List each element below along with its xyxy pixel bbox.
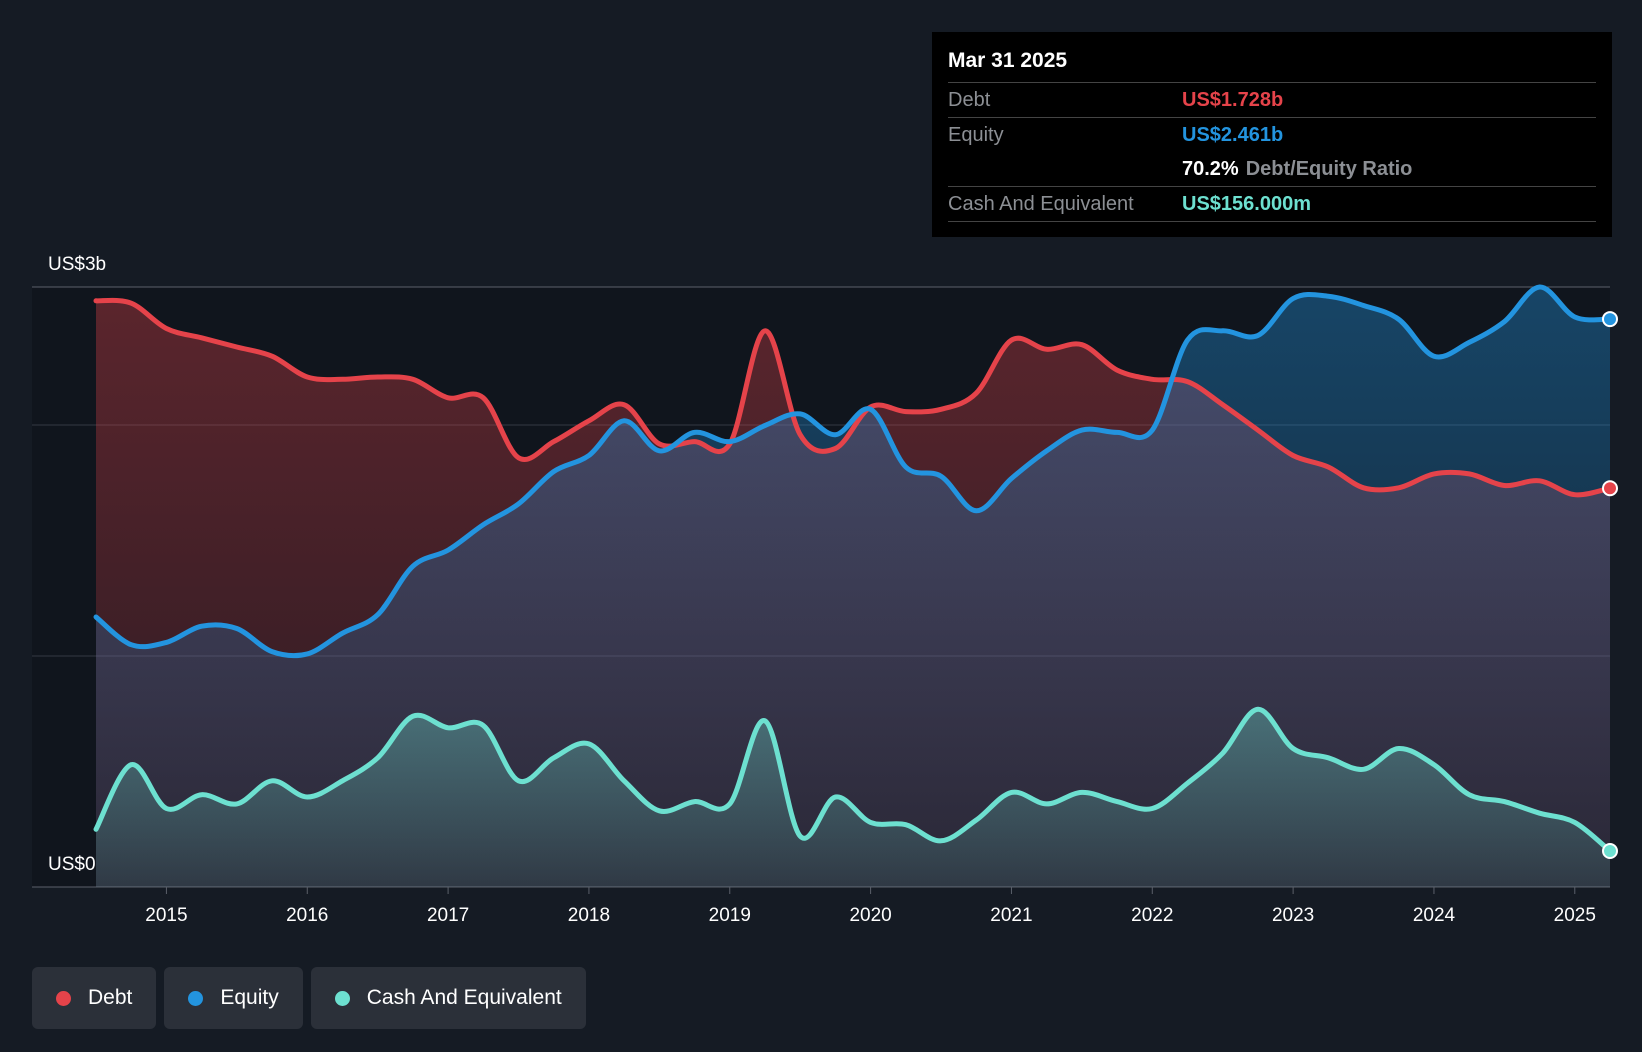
legend-item-equity[interactable]: Equity xyxy=(164,967,303,1029)
tooltip-debt-row: Debt US$1.728b xyxy=(948,83,1596,118)
x-tick-label-2017: 2017 xyxy=(427,905,469,926)
x-tick-label-2024: 2024 xyxy=(1413,905,1456,926)
legend: Debt Equity Cash And Equivalent xyxy=(32,967,586,1029)
tooltip-date: Mar 31 2025 xyxy=(948,46,1596,83)
equity-end-marker[interactable] xyxy=(1602,311,1618,328)
y-axis-max-label: US$3b xyxy=(48,254,106,275)
tooltip-ratio-row: 70.2% Debt/Equity Ratio xyxy=(948,152,1596,187)
debt-dot-icon xyxy=(56,990,71,1006)
x-axis-ticks: 2015 2016 2017 2018 2019 2020 2021 2022 2023 2024… xyxy=(145,887,1596,926)
x-tick-label-2022: 2022 xyxy=(1131,905,1173,926)
cash-line xyxy=(93,706,1613,854)
cash-area xyxy=(96,709,1610,887)
debt-line xyxy=(93,297,1613,498)
tooltip-cash-value: US$156.000m xyxy=(1182,193,1311,215)
tooltip-equity-label: Equity xyxy=(948,124,1004,146)
end-markers xyxy=(1602,311,1618,859)
equity-line xyxy=(93,284,1613,659)
x-tick-label-2016: 2016 xyxy=(286,905,328,926)
tooltip-debt-label: Debt xyxy=(948,89,991,111)
tooltip-cash-label: Cash And Equivalent xyxy=(948,193,1134,215)
legend-item-cash[interactable]: Cash And Equivalent xyxy=(310,967,586,1029)
debt-end-marker[interactable] xyxy=(1602,480,1618,497)
x-tick-label-2020: 2020 xyxy=(849,905,891,926)
x-tick-label-2019: 2019 xyxy=(709,905,751,926)
x-tick-label-2015: 2015 xyxy=(145,905,187,926)
tooltip-ratio-value: 70.2% xyxy=(1182,158,1239,180)
y-axis-min-label: US$0 xyxy=(48,854,96,875)
tooltip-debt-value: US$1.728b xyxy=(1182,89,1284,111)
legend-debt-label: Debt xyxy=(88,986,133,1009)
cash-end-marker[interactable] xyxy=(1602,843,1618,859)
tooltip-equity-row: Equity US$2.461b xyxy=(948,118,1596,152)
tooltip-equity-value: US$2.461b xyxy=(1182,124,1284,146)
series-lines xyxy=(93,284,1613,854)
tooltip-ratio-label: Debt/Equity Ratio xyxy=(1245,158,1413,180)
x-tick-label-2025: 2025 xyxy=(1554,905,1596,926)
x-tick-label-2018: 2018 xyxy=(568,905,610,926)
equity-dot-icon xyxy=(188,990,204,1006)
legend-cash-label: Cash And Equivalent xyxy=(366,986,562,1009)
tooltip-panel: Mar 31 2025 Debt US$1.728b Equity US$2.4… xyxy=(932,32,1612,237)
x-tick-label-2023: 2023 xyxy=(1272,905,1314,926)
tooltip-cash-row: Cash And Equivalent US$156.000m xyxy=(948,187,1596,222)
x-tick-label-2021: 2021 xyxy=(990,905,1032,926)
cash-dot-icon xyxy=(334,990,350,1006)
legend-equity-label: Equity xyxy=(220,986,279,1009)
legend-item-debt[interactable]: Debt xyxy=(32,967,157,1029)
